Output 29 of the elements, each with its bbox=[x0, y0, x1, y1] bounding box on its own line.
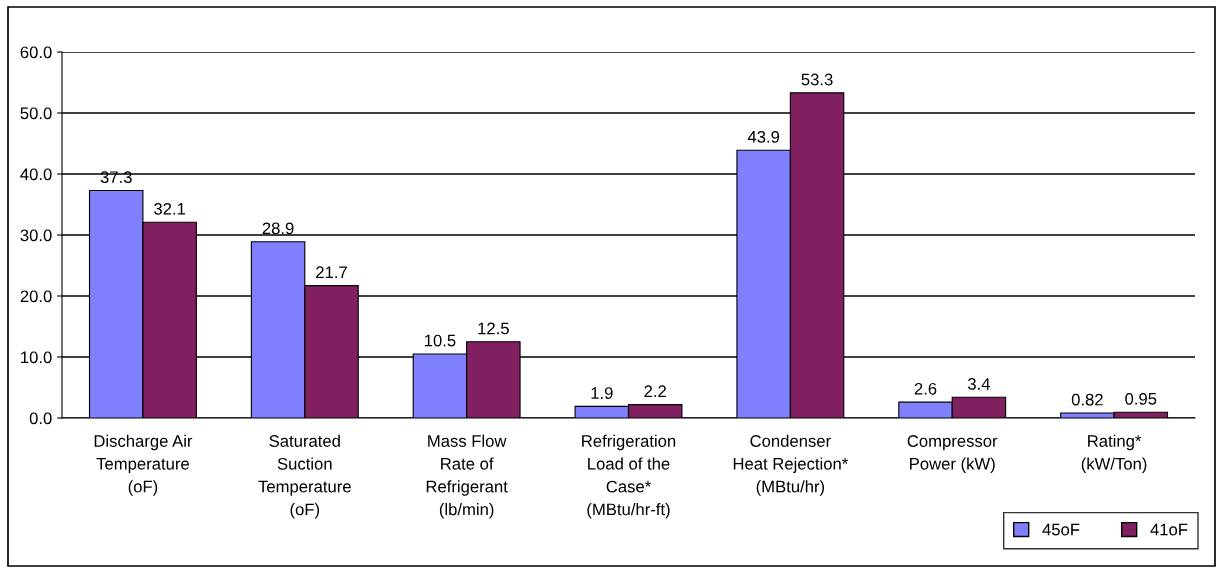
x-tick-label: Rating* (kW/Ton) bbox=[1081, 434, 1147, 473]
data-label: 12.5 bbox=[478, 322, 509, 335]
x-tick-label: Refrigeration Load of the Case* (MBtu/hr-ft) bbox=[582, 434, 676, 519]
x-tick-label: Condenser Heat Rejection* (MBtu/hr) bbox=[733, 434, 848, 496]
data-label: 28.9 bbox=[262, 222, 294, 235]
x-tick-label: Mass Flow Rate of Refrigerant (lb/min) bbox=[426, 434, 508, 519]
data-label: 1.9 bbox=[591, 387, 613, 399]
data-label: 43.9 bbox=[747, 130, 780, 143]
data-label: 21.7 bbox=[316, 266, 347, 279]
data-label: 32.1 bbox=[154, 202, 186, 215]
data-label: 0.82 bbox=[1071, 393, 1103, 406]
legend-label: 45oF bbox=[1042, 523, 1080, 536]
y-tick-label: 20.0 bbox=[20, 290, 52, 303]
legend-label: 41oF bbox=[1150, 523, 1188, 536]
y-tick-label: 10.0 bbox=[21, 351, 52, 364]
data-label: 2.2 bbox=[644, 385, 666, 397]
y-tick-label: 60.0 bbox=[20, 46, 52, 59]
y-tick-label: 50.0 bbox=[20, 107, 52, 120]
y-tick-label: 0.0 bbox=[29, 412, 52, 425]
data-label: 2.6 bbox=[914, 382, 937, 395]
data-label: 3.4 bbox=[967, 378, 991, 390]
x-tick-label: Discharge Air Temperature (oF) bbox=[94, 434, 193, 496]
data-label: 0.95 bbox=[1125, 392, 1157, 405]
data-label: 10.5 bbox=[424, 334, 456, 347]
data-label: 53.3 bbox=[801, 73, 833, 86]
x-tick-label: Compressor Power (kW) bbox=[907, 435, 998, 473]
x-tick-label: Saturated Suction Temperature (oF) bbox=[258, 434, 351, 519]
y-tick-label: 30.0 bbox=[20, 229, 52, 242]
y-tick-label: 40.0 bbox=[20, 168, 52, 181]
